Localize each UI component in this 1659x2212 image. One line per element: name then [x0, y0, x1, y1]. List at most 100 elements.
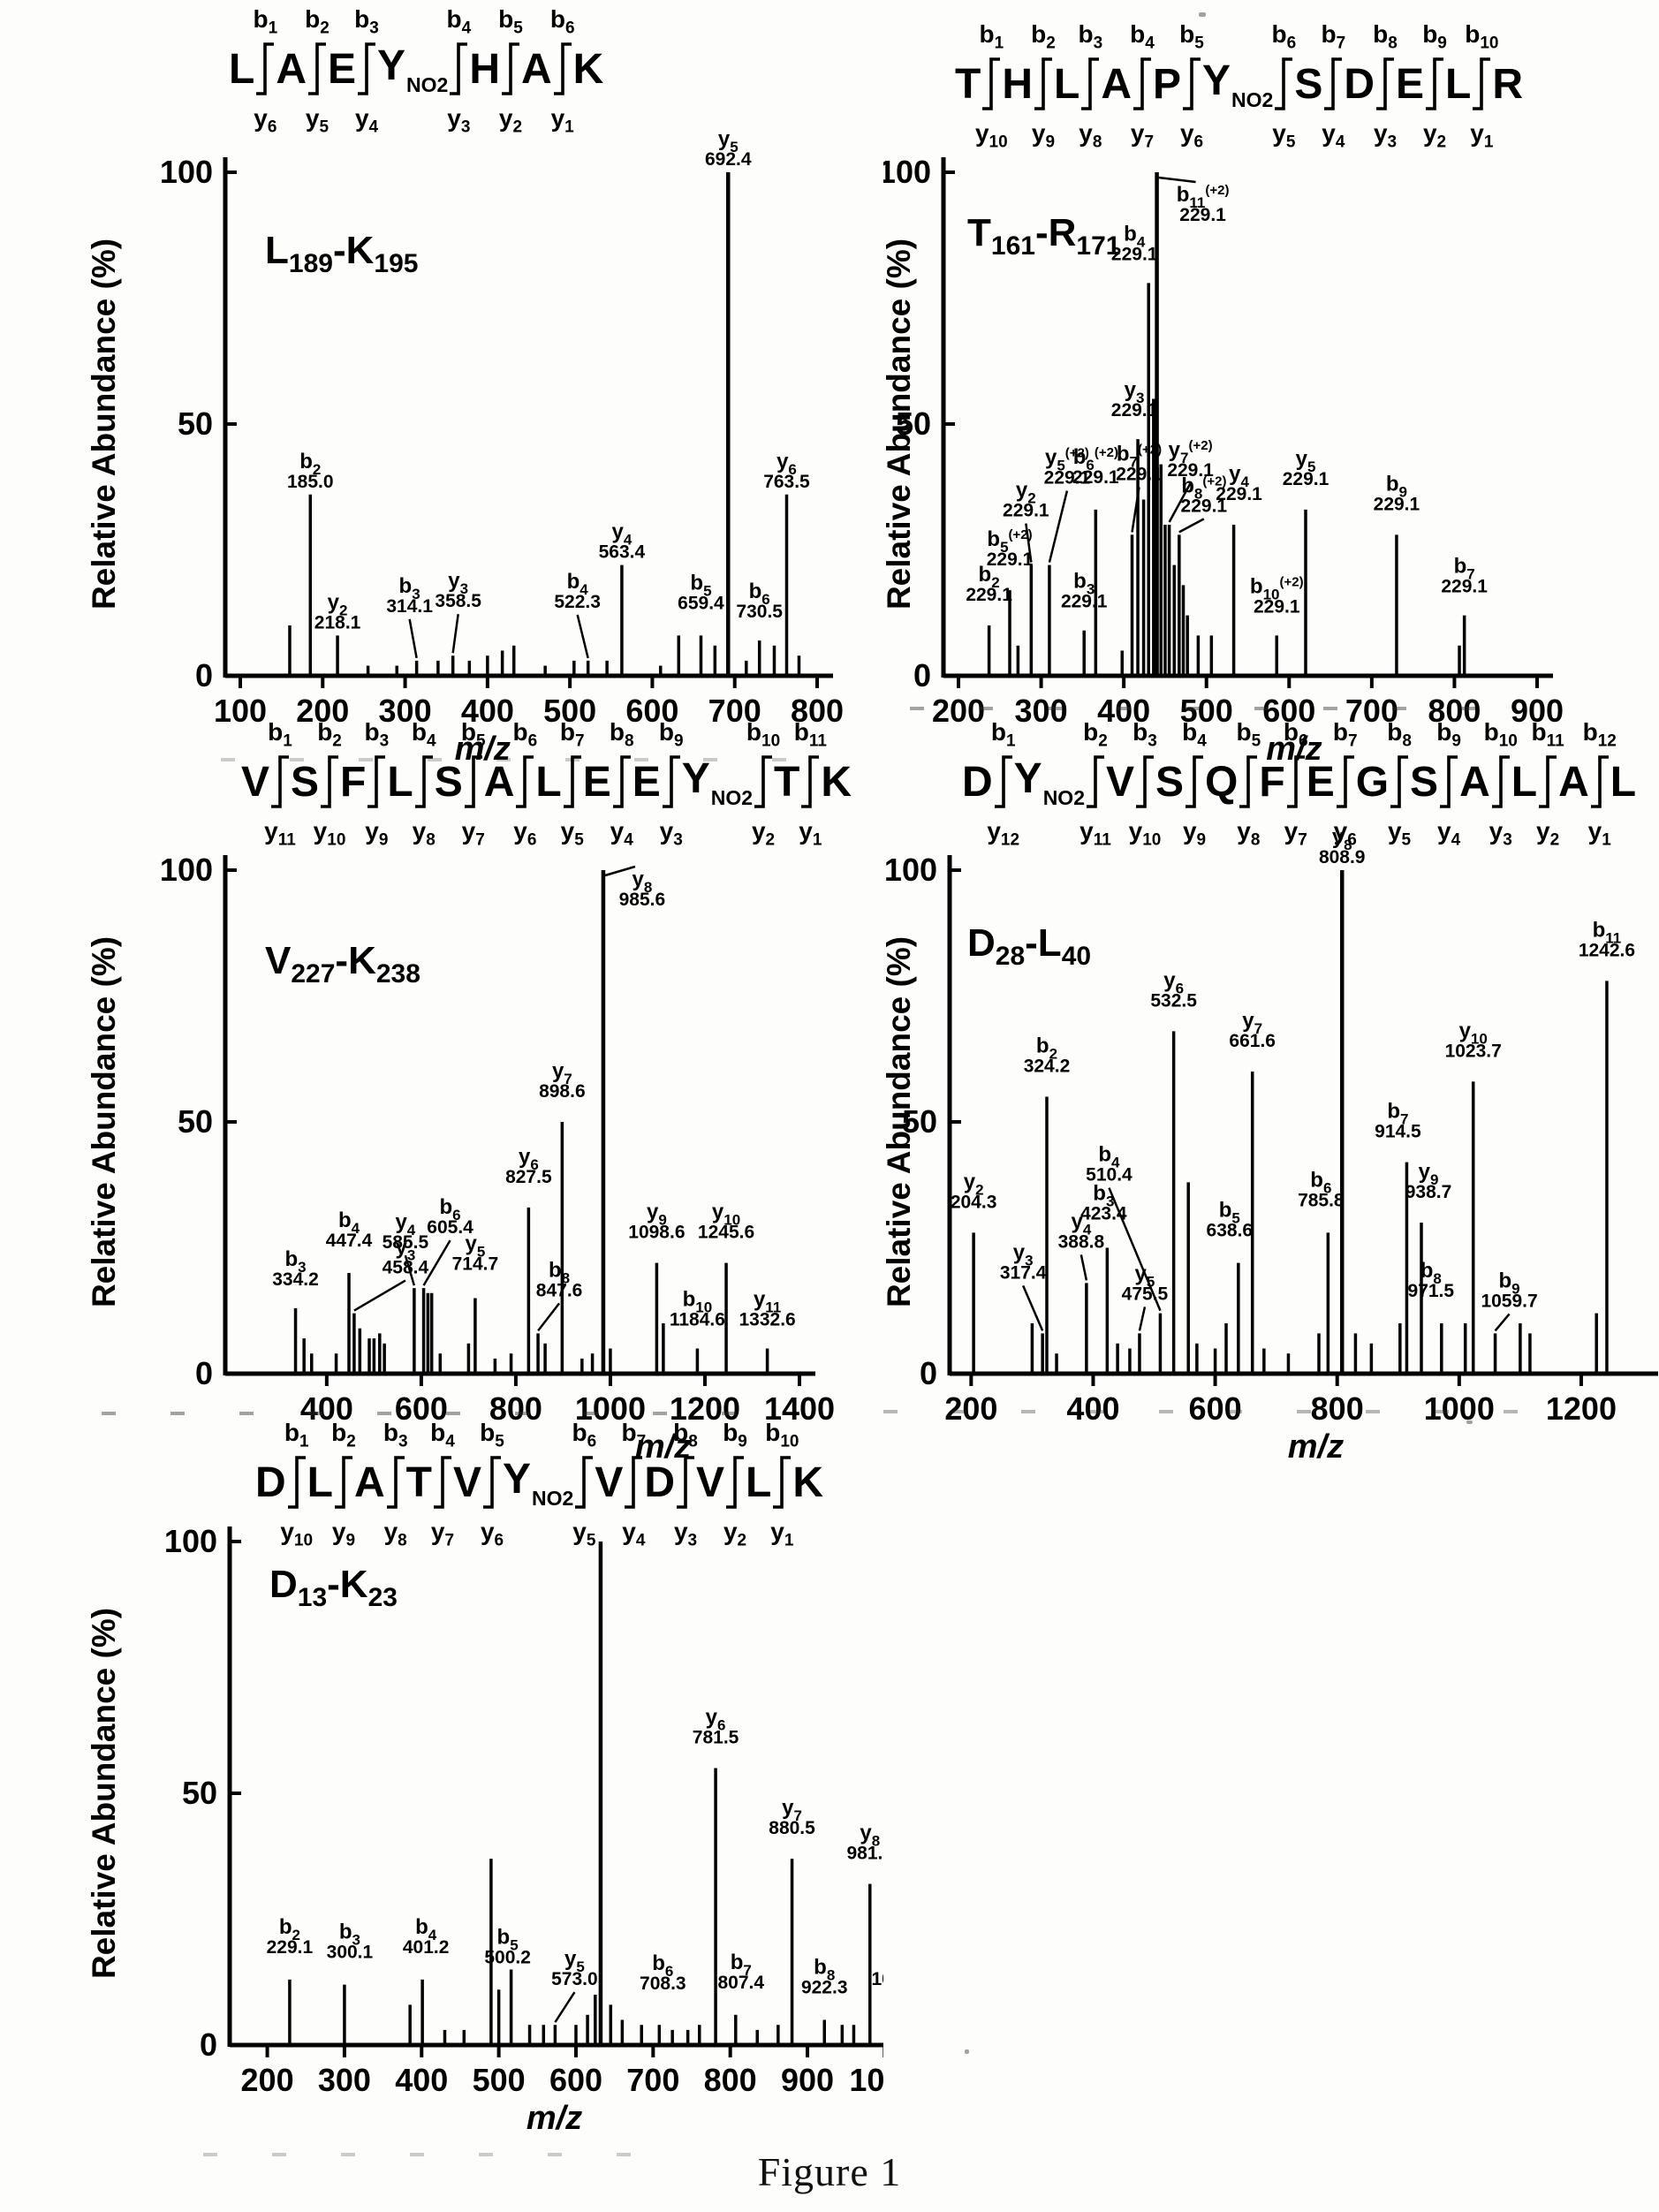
- x-tick-label: 300: [1015, 693, 1068, 729]
- x-tick-label: 200: [296, 693, 349, 729]
- y-ion-label: y10: [974, 118, 1008, 152]
- bracket-icon: [662, 754, 680, 808]
- x-tick-label: 300: [318, 2062, 371, 2098]
- y-ion-label: y11: [264, 816, 296, 850]
- y-ion-label: y10: [313, 816, 346, 850]
- peak-mz-value: 423.4: [1080, 1204, 1127, 1224]
- peak-mz-value: 985.6: [619, 890, 666, 910]
- peak-mz-value: 563.4: [599, 542, 646, 563]
- b-ion-label: b10: [746, 717, 781, 751]
- figure-caption: Figure 1: [757, 2149, 902, 2194]
- y-ion-label: y6: [1179, 118, 1204, 152]
- y-axis-title: Relative Abundance (%): [883, 936, 917, 1307]
- y-axis-title: Relative Abundance (%): [88, 936, 122, 1307]
- scan-artifact: [203, 2153, 663, 2156]
- b-ion-label: b5: [1179, 19, 1204, 53]
- y-ion-label: y3: [1373, 118, 1398, 152]
- residue-letter: L: [387, 758, 413, 806]
- spectrum-chart-4: 100 50 0 Relative Abundance (%) 200 400 600 800…: [883, 825, 1658, 1466]
- residue-modification: NO2: [710, 786, 754, 809]
- residue-letter: A: [1558, 758, 1589, 806]
- peak-ion-label: b10: [683, 1288, 713, 1316]
- x-tick-label: 200: [932, 693, 985, 729]
- cleavage-bracket: b9 y2: [1422, 20, 1447, 152]
- y-tick-label: 0: [195, 1355, 213, 1391]
- residue-letter: D: [962, 758, 993, 806]
- y-ion-label: y11: [1079, 816, 1111, 850]
- bracket-icon: [464, 754, 482, 808]
- b-ion-label: b9: [1422, 19, 1447, 53]
- residue-letter: L: [1445, 60, 1472, 108]
- peak-ion-label: b11(+2): [1177, 183, 1230, 211]
- peak-ion-label: y5: [465, 1232, 485, 1261]
- b-ion-label: b2: [1083, 717, 1108, 751]
- y-ion-label: y1: [799, 816, 822, 850]
- y-ion-label: y8: [412, 816, 436, 850]
- cleavage-bracket: b11 y1: [794, 718, 827, 850]
- cleavage-bracket: b1 y11: [264, 718, 296, 850]
- x-tick-label: 1200: [1546, 1390, 1617, 1427]
- residue-letter: L: [535, 758, 562, 806]
- bracket-icon: [1590, 754, 1609, 808]
- residue-letter: S: [1294, 60, 1323, 108]
- bracket-icon: [256, 42, 275, 95]
- peak-mz-value: 358.5: [435, 591, 481, 611]
- b-ion-label: b7: [559, 717, 585, 751]
- peak-ion-label: y7: [782, 1796, 802, 1824]
- bracket-icon: [1286, 754, 1305, 808]
- peak-ion-label: y6: [776, 450, 797, 478]
- residue-letter: L: [307, 1458, 333, 1506]
- peaks: [987, 172, 1466, 675]
- x-tick-label: 300: [379, 693, 432, 729]
- peak-ion-label: b3: [284, 1247, 306, 1276]
- peak-mz-value: 218.1: [314, 612, 361, 633]
- b-ion-label: b6: [549, 4, 575, 38]
- peak-ion-label: y11: [754, 1288, 781, 1316]
- y-ion-label: y2: [498, 103, 523, 137]
- peaks: [293, 870, 769, 1373]
- bracket-icon: [287, 1455, 306, 1509]
- bracket-icon: [1390, 754, 1409, 808]
- b-ion-label: b9: [658, 717, 684, 751]
- peak-mz-value: 638.6: [1207, 1221, 1254, 1241]
- residue-modification: NO2: [1042, 786, 1085, 809]
- cleavage-bracket: b3 y10: [1129, 718, 1162, 850]
- peak-ion-label: y3: [448, 569, 468, 597]
- y-tick-label: 100: [160, 154, 213, 190]
- y-ion-label: y5: [1272, 118, 1296, 152]
- y-axis-title: Relative Abundance (%): [88, 239, 122, 610]
- residue-letter: S: [1410, 758, 1439, 806]
- residue-letter: H: [469, 45, 500, 93]
- peak-mz-value: 708.3: [640, 1973, 686, 1994]
- peak-ion-label: b7(+2): [1117, 442, 1162, 470]
- peak-labels: 185.0b2 218.1y2 314.1b3 358.5y3 522.3b4 563.4…: [287, 127, 810, 659]
- x-tick-label: 200: [241, 2062, 294, 2098]
- x-tick-label: 400: [1066, 1390, 1119, 1427]
- peak-mz-value: 229.1: [1116, 464, 1163, 484]
- leader-line: [1048, 490, 1069, 563]
- y-ion-label: y1: [770, 1517, 794, 1550]
- peak-mz-value: 938.7: [1405, 1182, 1452, 1202]
- peak-mz-value: 1245.6: [698, 1223, 754, 1243]
- leader-line: [422, 1239, 451, 1286]
- bracket-icon: [367, 754, 386, 808]
- residue-letter: A: [483, 758, 515, 806]
- peak-mz-value: 1332.6: [739, 1310, 795, 1330]
- peak-mz-value: 300.1: [327, 1943, 374, 1963]
- cleavage-bracket: b10 y1: [1465, 20, 1498, 152]
- y-ion-label: y1: [1587, 816, 1611, 850]
- y-ion-label: y12: [987, 816, 1020, 850]
- bracket-icon: [1186, 754, 1204, 808]
- y-ion-label: y4: [1322, 118, 1345, 152]
- x-tick-label: 400: [395, 2062, 448, 2098]
- cleavage-bracket: b7 y6: [1333, 718, 1358, 850]
- y-ion-label: y8: [1079, 118, 1102, 152]
- panel-title: V227-K238: [265, 939, 420, 989]
- peak-ion-label: y5: [718, 127, 739, 155]
- peak-ion-label: y5: [1135, 1261, 1155, 1290]
